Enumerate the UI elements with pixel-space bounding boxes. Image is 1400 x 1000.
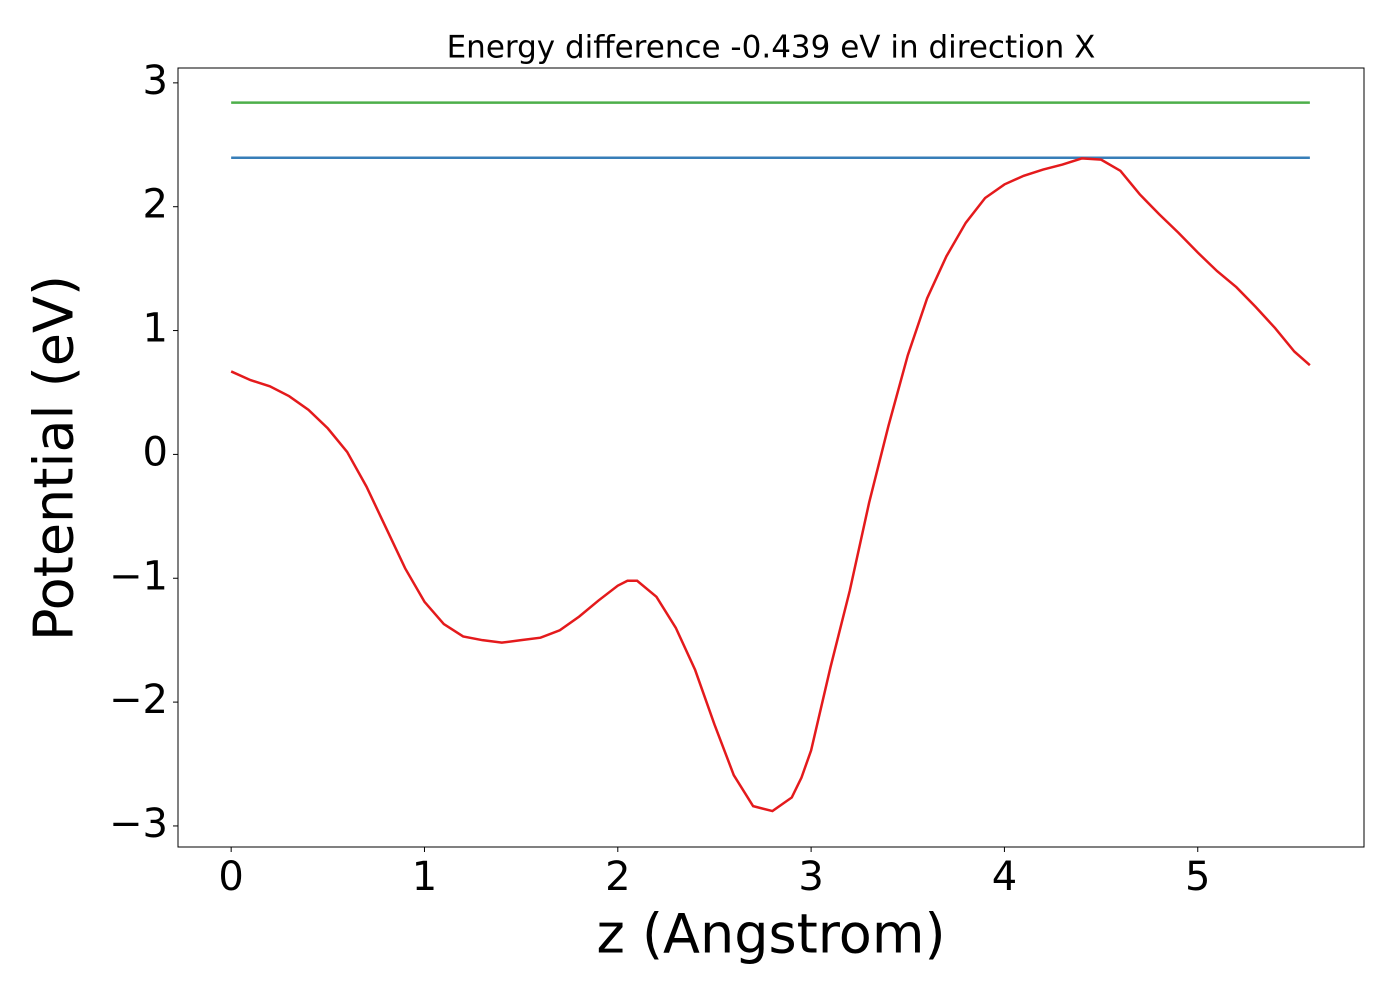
- y-tick-label: −3: [109, 801, 168, 847]
- x-tick-label: 5: [1185, 854, 1210, 900]
- y-tick-label: −2: [109, 677, 168, 723]
- y-tick-label: 0: [143, 429, 168, 475]
- y-tick-label: 3: [143, 58, 168, 104]
- x-tick-label: 2: [605, 854, 630, 900]
- x-tick-label: 4: [992, 854, 1017, 900]
- y-tick-label: −1: [109, 553, 168, 599]
- x-tick-label: 1: [412, 854, 437, 900]
- x-axis-label: z (Angstrom): [596, 903, 945, 966]
- y-tick-label: 1: [143, 306, 168, 352]
- chart-title: Energy difference -0.439 eV in direction…: [447, 30, 1096, 66]
- x-tick-label: 0: [218, 854, 243, 900]
- x-tick-label: 3: [798, 854, 823, 900]
- y-tick-label: 2: [143, 182, 168, 228]
- y-axis-label: Potential (eV): [23, 275, 86, 641]
- data-line: [230, 157, 1311, 813]
- plot-frame: [177, 67, 1365, 848]
